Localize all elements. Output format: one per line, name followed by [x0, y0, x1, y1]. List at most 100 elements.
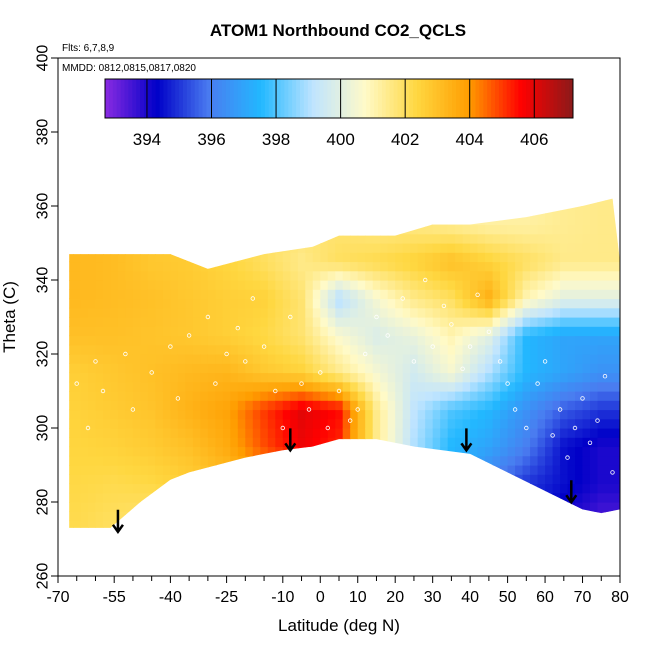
heatmap-cell [305, 198, 314, 207]
heatmap-cell [125, 428, 134, 438]
heatmap-cell [327, 455, 336, 466]
heatmap-cell [477, 261, 486, 272]
heatmap-cell [395, 437, 404, 448]
heatmap-cell [545, 317, 554, 327]
heatmap-cell [620, 465, 628, 475]
heatmap-cell [208, 188, 216, 198]
heatmap-cell [230, 511, 239, 522]
heatmap-cell [567, 428, 576, 438]
sample-point [610, 470, 615, 475]
heatmap-cell [237, 243, 246, 253]
heatmap-cell [522, 511, 531, 522]
colorbar-swatch [475, 79, 480, 118]
heatmap-cell [237, 206, 246, 216]
heatmap-cell [312, 446, 321, 457]
sample-point [74, 381, 79, 386]
heatmap-cell [222, 381, 231, 392]
heatmap-cell [567, 317, 576, 327]
heatmap-cell [605, 400, 614, 411]
heatmap-cell [342, 363, 351, 374]
heatmap-cell [260, 428, 269, 438]
heatmap-cell [290, 381, 299, 392]
heatmap-cell [80, 224, 89, 235]
heatmap-cell [275, 400, 284, 411]
heatmap-cell [590, 233, 599, 244]
heatmap-cell [387, 391, 396, 401]
heatmap-cell [207, 437, 216, 448]
heatmap-cell [515, 252, 524, 263]
heatmap-cell [560, 363, 569, 374]
heatmap-cell [275, 289, 284, 300]
heatmap-cell [522, 492, 531, 503]
heatmap-cell [605, 483, 614, 494]
colorbar-swatch [436, 79, 441, 118]
heatmap-cell [207, 492, 216, 503]
sample-point [580, 396, 585, 401]
heatmap-cell [590, 261, 599, 272]
heatmap-cell [290, 261, 299, 272]
heatmap-cell [357, 465, 366, 475]
heatmap-cell [485, 206, 494, 216]
heatmap-cell [73, 400, 82, 411]
heatmap-cell [537, 511, 546, 522]
heatmap-cell [552, 243, 561, 253]
heatmap-cell [395, 298, 404, 309]
heatmap-cell [267, 261, 276, 272]
heatmap-cell [537, 354, 546, 364]
heatmap-cell [155, 446, 164, 457]
heatmap-cell [312, 465, 321, 475]
heatmap-cell [410, 455, 419, 466]
heatmap-cell [545, 344, 554, 355]
heatmap-cell [335, 354, 344, 364]
heatmap-cell [80, 474, 89, 485]
heatmap-cell [387, 206, 396, 216]
heatmap-cell [560, 233, 569, 244]
colorbar-swatch [413, 79, 418, 118]
heatmap-cell [207, 344, 216, 355]
heatmap-cell [342, 243, 351, 253]
heatmap-cell [170, 428, 179, 438]
heatmap-cell [192, 492, 201, 503]
heatmap-cell [132, 428, 141, 438]
heatmap-cell [215, 483, 224, 494]
heatmap-cell [582, 198, 591, 207]
heatmap-cell [485, 252, 494, 263]
heatmap-cell [80, 307, 89, 318]
heatmap-cell [290, 530, 298, 540]
heatmap-cell [470, 363, 479, 374]
heatmap-cell [147, 243, 156, 253]
heatmap-cell [402, 511, 411, 522]
heatmap-cell [545, 474, 554, 485]
heatmap-cell [267, 344, 276, 355]
heatmap-cell [492, 400, 501, 411]
colorbar-swatch [354, 79, 359, 118]
heatmap-cell [140, 363, 149, 374]
heatmap-cell [320, 326, 329, 337]
heatmap-cell [477, 474, 486, 485]
sample-point [273, 388, 278, 394]
heatmap-cell [477, 215, 486, 226]
heatmap-cell [192, 326, 201, 337]
heatmap-cell [485, 280, 494, 290]
heatmap-cell [147, 198, 156, 207]
sample-point [243, 359, 248, 364]
heatmap-cell [297, 289, 306, 300]
heatmap-cell [200, 198, 209, 207]
colorbar-swatch [385, 79, 391, 118]
heatmap-cell [132, 502, 141, 512]
heatmap-cell [597, 243, 606, 253]
heatmap-cell [507, 520, 516, 528]
heatmap-cell [365, 289, 374, 300]
heatmap-cell [560, 206, 569, 216]
heatmap-cell [358, 530, 366, 540]
heatmap-cell [297, 428, 306, 438]
heatmap-cell [110, 418, 119, 429]
heatmap-cell [612, 243, 620, 253]
heatmap-cell [147, 483, 156, 494]
heatmap-cell [275, 465, 284, 475]
heatmap-cell [492, 252, 501, 263]
heatmap-cell [342, 215, 351, 226]
heatmap-cell [110, 270, 119, 281]
heatmap-cell [252, 455, 261, 466]
heatmap-cell [597, 437, 606, 448]
